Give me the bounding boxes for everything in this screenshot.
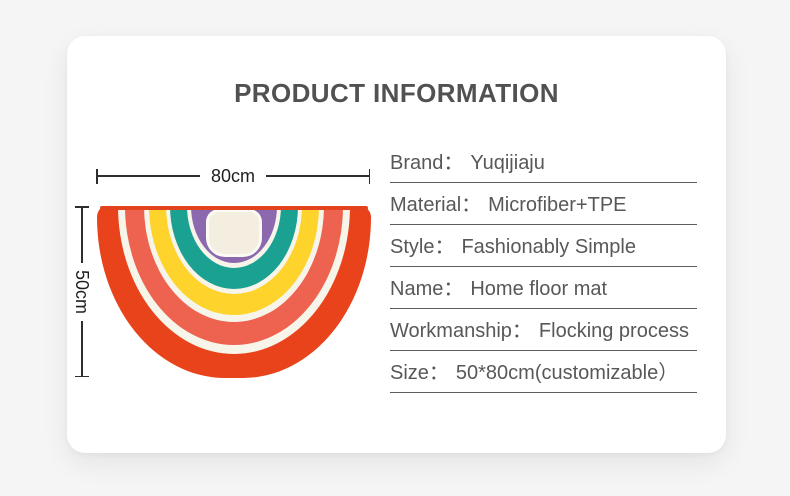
- dimension-line-left: [97, 175, 200, 177]
- detail-label: Workmanship：: [390, 320, 532, 342]
- height-dimension-label: 50cm: [72, 269, 92, 314]
- detail-value: Home floor mat: [470, 278, 608, 300]
- dimension-line-bottom: [81, 320, 83, 376]
- detail-row-material: Material： Microfiber+TPE: [390, 183, 697, 225]
- detail-row-style: Style： Fashionably Simple: [390, 225, 697, 267]
- dimension-tick-bottom: [75, 375, 89, 378]
- rainbow-mat-image: [97, 206, 371, 378]
- detail-row-brand: Brand： Yuqijiaju: [390, 141, 697, 183]
- detail-value: 50*80cm(customizable）: [455, 362, 679, 384]
- width-dimension-label: 80cm: [211, 166, 256, 186]
- dimension-line-right: [266, 175, 369, 177]
- height-dimension: 50cm: [72, 206, 92, 378]
- detail-row-size: Size： 50*80cm(customizable）: [390, 351, 697, 393]
- detail-label: Brand：: [390, 152, 464, 174]
- dimension-line-top: [81, 207, 83, 263]
- detail-label: Material：: [390, 194, 482, 216]
- detail-row-name: Name： Home floor mat: [390, 267, 697, 309]
- mat-band-cream-center: [209, 212, 259, 254]
- width-dimension: 80cm: [96, 166, 371, 186]
- detail-row-workmanship: Workmanship： Flocking process: [390, 309, 697, 351]
- detail-label: Style：: [390, 236, 455, 258]
- detail-value: Yuqijiaju: [470, 152, 545, 174]
- mat-top-trim: [100, 206, 368, 210]
- dimension-tick-right: [368, 168, 371, 184]
- dimension-tick-left: [96, 168, 98, 184]
- detail-label: Size：: [390, 362, 449, 384]
- detail-label: Name：: [390, 278, 464, 300]
- product-details-list: Brand： Yuqijiaju Material： Microfiber+TP…: [390, 141, 697, 393]
- page-title: PRODUCT INFORMATION: [234, 78, 559, 108]
- dimension-tick-top: [75, 206, 89, 208]
- detail-value: Fashionably Simple: [461, 236, 636, 258]
- detail-value: Microfiber+TPE: [488, 194, 627, 216]
- product-info-card: PRODUCT INFORMATION 80cm 50cm Brand： Yuq…: [67, 36, 726, 453]
- detail-value: Flocking process: [538, 320, 689, 342]
